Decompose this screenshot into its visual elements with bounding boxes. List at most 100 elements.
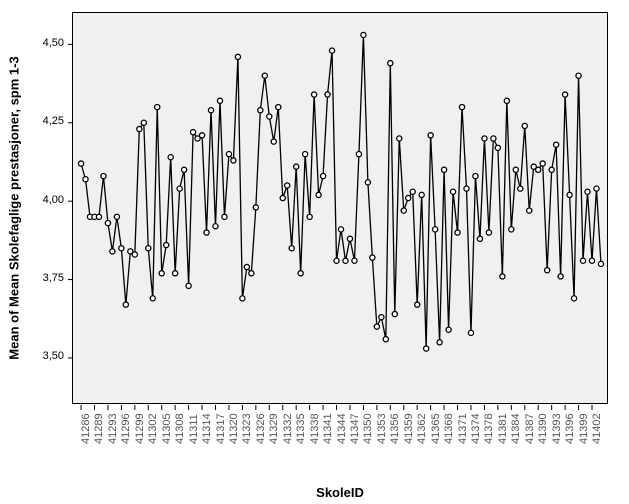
data-point <box>352 258 357 263</box>
data-point <box>213 224 218 229</box>
y-tick-label: 3,75 <box>43 272 64 284</box>
data-point <box>428 133 433 138</box>
data-point <box>419 192 424 197</box>
data-point <box>383 337 388 342</box>
data-point <box>208 108 213 113</box>
data-point <box>370 255 375 260</box>
data-point <box>320 173 325 178</box>
data-point <box>571 296 576 301</box>
x-tick-label: 41362 <box>416 412 428 444</box>
data-point <box>446 327 451 332</box>
x-tick-label: 41347 <box>349 412 361 444</box>
data-point <box>303 152 308 157</box>
data-point <box>105 221 110 226</box>
data-point <box>549 167 554 172</box>
data-point <box>433 227 438 232</box>
x-tick-label: 41350 <box>362 412 374 444</box>
data-point <box>495 145 500 150</box>
data-point <box>235 54 240 59</box>
x-tick-label: 41305 <box>161 412 173 444</box>
data-point <box>190 130 195 135</box>
data-point <box>186 283 191 288</box>
data-point <box>244 264 249 269</box>
data-point <box>468 330 473 335</box>
data-point <box>410 189 415 194</box>
y-tick-label: 4,00 <box>43 194 64 206</box>
data-point <box>141 120 146 125</box>
x-tick-label: 41356 <box>389 412 401 444</box>
data-point <box>540 161 545 166</box>
data-point <box>285 183 290 188</box>
data-point <box>132 252 137 257</box>
data-point <box>415 302 420 307</box>
data-point <box>262 73 267 78</box>
data-point <box>527 208 532 213</box>
data-point <box>267 114 272 119</box>
data-point <box>222 214 227 219</box>
data-point <box>424 346 429 351</box>
data-point <box>441 167 446 172</box>
data-point <box>406 195 411 200</box>
data-point <box>289 246 294 251</box>
data-point <box>294 164 299 169</box>
x-tick-label: 41353 <box>376 412 388 444</box>
data-point <box>159 271 164 276</box>
data-point <box>482 136 487 141</box>
data-point <box>392 311 397 316</box>
x-tick-label: 41390 <box>537 412 549 444</box>
data-point <box>114 214 119 219</box>
x-tick-label: 41378 <box>483 412 495 444</box>
data-point <box>78 161 83 166</box>
data-point <box>567 192 572 197</box>
data-point <box>388 61 393 66</box>
data-point <box>240 296 245 301</box>
data-point <box>522 123 527 128</box>
x-tick-label: 41402 <box>591 412 603 444</box>
plot-area <box>72 12 608 404</box>
x-tick-label: 41302 <box>147 412 159 444</box>
data-point <box>450 189 455 194</box>
data-point <box>226 152 231 157</box>
x-tick-label: 41314 <box>201 412 213 444</box>
data-point <box>545 268 550 273</box>
data-point <box>96 214 101 219</box>
data-point <box>401 208 406 213</box>
data-point <box>563 92 568 97</box>
data-point <box>123 302 128 307</box>
data-point <box>437 340 442 345</box>
x-tick-label: 41387 <box>524 412 536 444</box>
data-point <box>329 48 334 53</box>
data-point <box>585 189 590 194</box>
data-point <box>464 186 469 191</box>
data-point <box>253 205 258 210</box>
plot-svg <box>73 13 609 405</box>
data-point <box>580 258 585 263</box>
x-tick-label: 41396 <box>564 412 576 444</box>
data-point <box>271 139 276 144</box>
data-point <box>155 104 160 109</box>
data-point <box>325 92 330 97</box>
data-point <box>168 155 173 160</box>
x-tick-label: 41368 <box>443 412 455 444</box>
x-tick-label: 41286 <box>80 412 92 444</box>
x-tick-label: 41393 <box>551 412 563 444</box>
x-tick-label: 41320 <box>228 412 240 444</box>
x-tick-label: 41344 <box>336 412 348 444</box>
data-point <box>150 296 155 301</box>
data-point <box>513 167 518 172</box>
x-tick-label: 41326 <box>255 412 267 444</box>
x-tick-label: 41374 <box>470 412 482 444</box>
data-point <box>276 104 281 109</box>
x-tick-label: 41317 <box>215 412 227 444</box>
data-point <box>379 315 384 320</box>
data-point <box>594 186 599 191</box>
data-point <box>554 142 559 147</box>
x-tick-label: 41296 <box>120 412 132 444</box>
data-point <box>347 236 352 241</box>
data-point <box>182 167 187 172</box>
x-tick-label: 41308 <box>174 412 186 444</box>
y-tick-label: 4,50 <box>43 37 64 49</box>
data-point <box>455 230 460 235</box>
line-chart: Mean of Mean Skolefaglige prestasjoner, … <box>0 0 629 504</box>
data-point <box>249 271 254 276</box>
